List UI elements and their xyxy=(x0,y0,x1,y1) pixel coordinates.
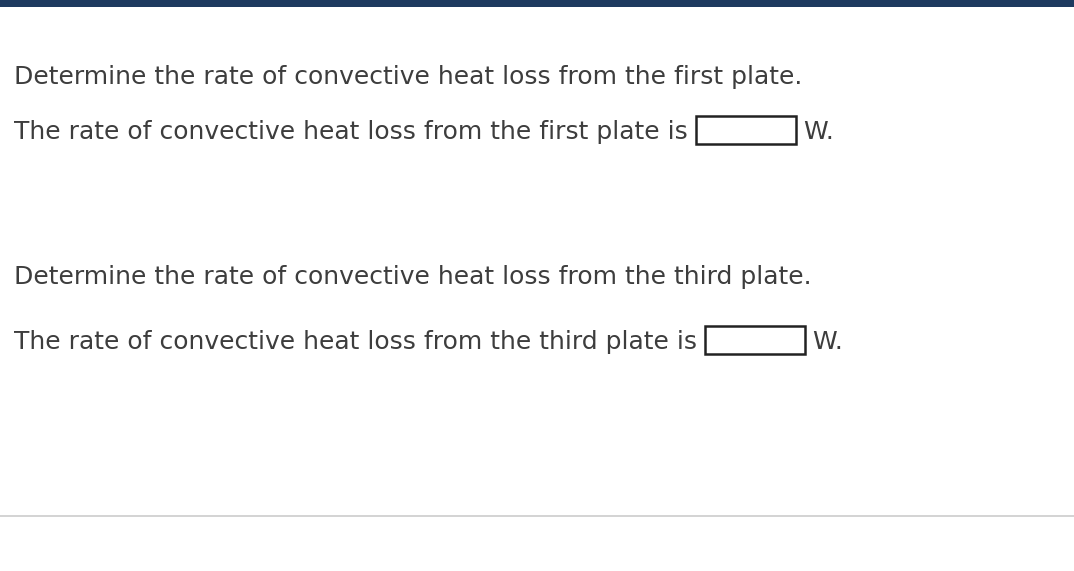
Text: Determine the rate of convective heat loss from the third plate.: Determine the rate of convective heat lo… xyxy=(14,265,812,289)
Bar xyxy=(0,0,1074,7)
Text: W.: W. xyxy=(806,330,843,354)
Text: Determine the rate of convective heat loss from the first plate.: Determine the rate of convective heat lo… xyxy=(14,65,802,89)
Text: The rate of convective heat loss from the first plate is: The rate of convective heat loss from th… xyxy=(14,120,696,144)
Bar xyxy=(705,326,806,354)
Bar xyxy=(696,116,796,144)
Text: The rate of convective heat loss from the third plate is: The rate of convective heat loss from th… xyxy=(14,330,705,354)
Text: W.: W. xyxy=(796,120,833,144)
